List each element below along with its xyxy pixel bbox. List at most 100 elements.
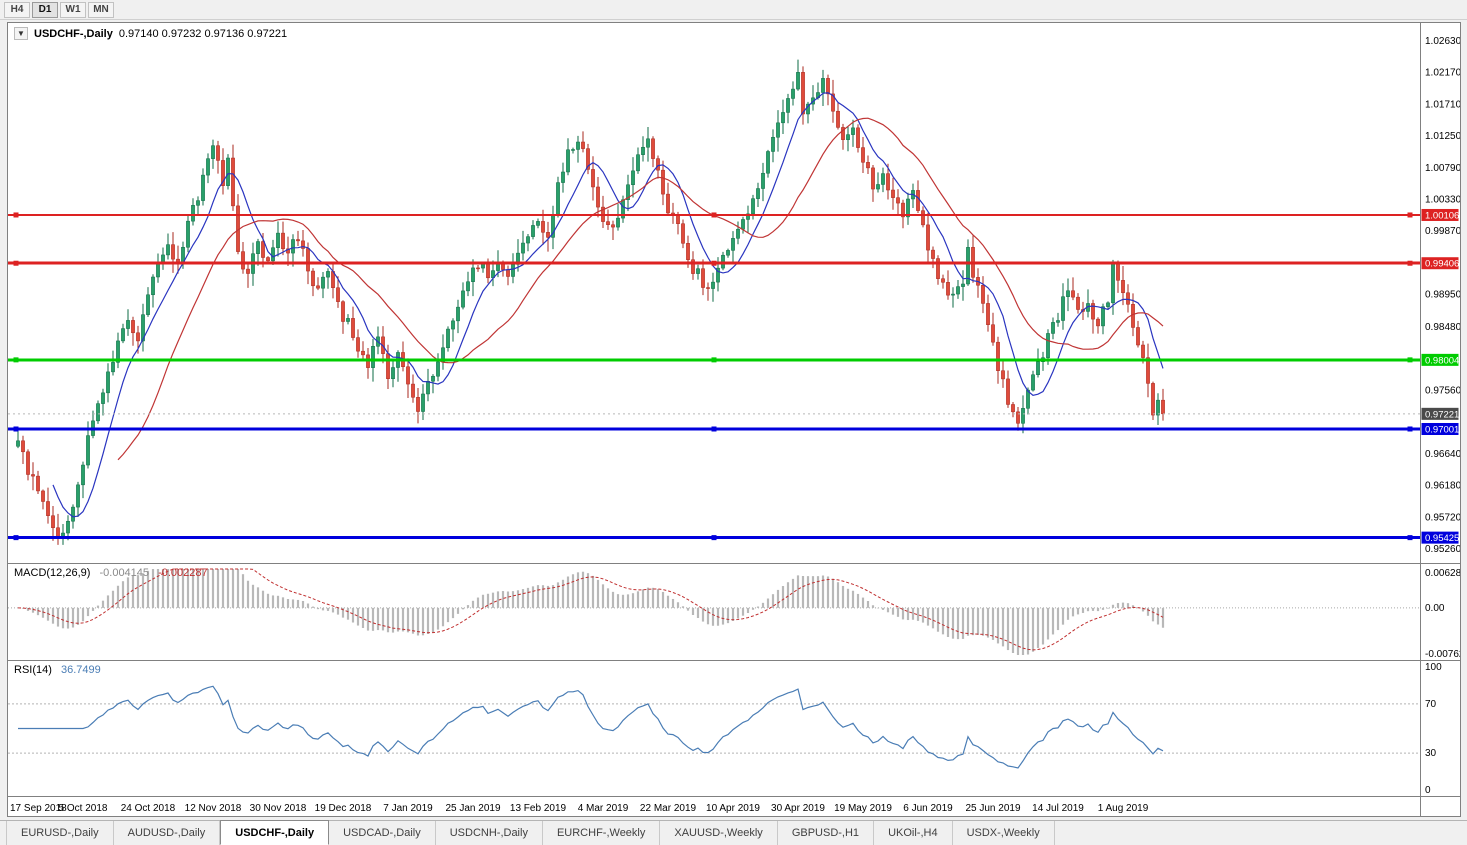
tab-eurchf-weekly[interactable]: EURCHF-,Weekly bbox=[543, 821, 661, 845]
date-label: 12 Nov 2018 bbox=[185, 803, 242, 814]
price-tick-label: 1.02170 bbox=[1425, 68, 1460, 79]
price-tick-label: 1.01250 bbox=[1425, 131, 1460, 142]
svg-text:0.99406: 0.99406 bbox=[1425, 259, 1459, 270]
hline-handle[interactable] bbox=[13, 260, 19, 266]
hline-handle[interactable] bbox=[711, 260, 717, 266]
chart-window: 1.02630 1.02170 1.01710 1.01250 1.00790 1.003… bbox=[7, 22, 1467, 817]
chart-tab-bar: EURUSD-,Daily AUDUSD-,Daily USDCHF-,Dail… bbox=[0, 820, 1467, 845]
macd-axis-bottom: -0.00762 bbox=[1425, 649, 1460, 660]
date-label: 6 Jun 2019 bbox=[903, 803, 953, 814]
hline-handle[interactable] bbox=[13, 357, 19, 363]
hline-0.95425[interactable] bbox=[8, 535, 1420, 541]
price-tick-label: 0.96180 bbox=[1425, 481, 1460, 492]
price-tick-label: 1.02630 bbox=[1425, 36, 1460, 47]
date-label: 30 Nov 2018 bbox=[250, 803, 307, 814]
date-label: 25 Jan 2019 bbox=[445, 803, 500, 814]
price-axis-flag: 0.99406 bbox=[1421, 257, 1459, 270]
rsi-axis-label: 100 bbox=[1425, 662, 1442, 673]
price-tick-label: 0.99870 bbox=[1425, 226, 1460, 237]
tab-usdx-weekly[interactable]: USDX-,Weekly bbox=[953, 821, 1055, 845]
tab-gbpusd-h1[interactable]: GBPUSD-,H1 bbox=[778, 821, 875, 845]
rsi-line bbox=[18, 685, 1164, 769]
price-tick-label: 0.95720 bbox=[1425, 512, 1460, 523]
price-tick-label: 0.98480 bbox=[1425, 322, 1460, 333]
date-label: 19 May 2019 bbox=[834, 803, 892, 814]
price-tick-label: 1.01710 bbox=[1425, 99, 1460, 110]
rsi-axis-label: 70 bbox=[1425, 699, 1437, 710]
macd-main-value: -0.004145 bbox=[99, 567, 150, 579]
hline-handle[interactable] bbox=[1407, 260, 1413, 266]
price-axis-flag: 0.97221 bbox=[1421, 407, 1459, 420]
svg-text:0.95425: 0.95425 bbox=[1425, 533, 1459, 544]
hline-1.00106[interactable] bbox=[8, 212, 1420, 218]
date-label: 14 Jul 2019 bbox=[1032, 803, 1084, 814]
date-label: 17 Sep 2018 bbox=[10, 803, 67, 814]
chart-canvas[interactable]: 1.02630 1.02170 1.01710 1.01250 1.00790 1.003… bbox=[8, 23, 1467, 817]
hline-handle[interactable] bbox=[711, 535, 717, 541]
date-label: 30 Apr 2019 bbox=[771, 803, 825, 814]
svg-text:1.00106: 1.00106 bbox=[1425, 210, 1459, 221]
timeframe-h4-button[interactable]: H4 bbox=[4, 1, 30, 18]
hline-handle[interactable] bbox=[13, 535, 19, 541]
price-tick-label: 0.95260 bbox=[1425, 544, 1460, 555]
tab-eurusd-daily[interactable]: EURUSD-,Daily bbox=[6, 821, 114, 845]
tab-xauusd-weekly[interactable]: XAUUSD-,Weekly bbox=[660, 821, 778, 845]
date-label: 19 Dec 2018 bbox=[315, 803, 372, 814]
hline-handle[interactable] bbox=[1407, 357, 1413, 363]
hline-0.98004[interactable] bbox=[8, 357, 1420, 363]
price-axis-flag: 0.95425 bbox=[1421, 531, 1459, 544]
timeframe-d1-button[interactable]: D1 bbox=[32, 1, 58, 18]
timeframe-w1-button[interactable]: W1 bbox=[60, 1, 86, 18]
macd-signal-line bbox=[17, 568, 1164, 651]
macd-axis-top: 0.006286 bbox=[1425, 568, 1460, 579]
price-axis: 1.02630 1.02170 1.01710 1.01250 1.00790 1.003… bbox=[1425, 36, 1462, 555]
hline-handle[interactable] bbox=[711, 426, 717, 432]
rsi-value: 36.7499 bbox=[60, 664, 101, 676]
tab-usdcad-daily[interactable]: USDCAD-,Daily bbox=[329, 821, 436, 845]
date-label: 22 Mar 2019 bbox=[640, 803, 697, 814]
chart-symbol-label: USDCHF-,Daily bbox=[34, 27, 113, 40]
price-tick-label: 0.96640 bbox=[1425, 449, 1460, 460]
date-label: 25 Jun 2019 bbox=[965, 803, 1020, 814]
chart-ohlc-values: 0.97140 0.97232 0.97136 0.97221 bbox=[118, 27, 288, 40]
date-label: 10 Apr 2019 bbox=[706, 803, 760, 814]
tab-usdcnh-daily[interactable]: USDCNH-,Daily bbox=[436, 821, 543, 845]
date-label: 24 Oct 2018 bbox=[121, 803, 176, 814]
tab-ukoil-h4[interactable]: UKOil-,H4 bbox=[874, 821, 953, 845]
tab-usdchf-daily[interactable]: USDCHF-,Daily bbox=[220, 820, 330, 845]
rsi-axis-label: 30 bbox=[1425, 748, 1437, 759]
price-tick-label: 0.97560 bbox=[1425, 385, 1460, 396]
hline-handle[interactable] bbox=[13, 212, 19, 218]
hline-handle[interactable] bbox=[13, 426, 19, 432]
hline-handle[interactable] bbox=[1407, 212, 1413, 218]
tab-audusd-daily[interactable]: AUDUSD-,Daily bbox=[114, 821, 221, 845]
chart-title: ▼ USDCHF-,Daily 0.97140 0.97232 0.97136 … bbox=[14, 27, 287, 40]
rsi-name: RSI(14) bbox=[14, 664, 52, 676]
hline-handle[interactable] bbox=[711, 212, 717, 218]
price-axis-flag: 0.98004 bbox=[1421, 353, 1459, 366]
svg-text:0.98004: 0.98004 bbox=[1425, 355, 1459, 366]
timeframe-toolbar: H4 D1 W1 MN bbox=[0, 0, 1467, 20]
date-label: 1 Aug 2019 bbox=[1098, 803, 1149, 814]
timeframe-mn-button[interactable]: MN bbox=[88, 1, 114, 18]
hline-handle[interactable] bbox=[711, 357, 717, 363]
price-axis-flag: 0.97001 bbox=[1421, 422, 1459, 435]
date-label: 5 Oct 2018 bbox=[59, 803, 108, 814]
date-label: 7 Jan 2019 bbox=[383, 803, 433, 814]
macd-indicator-label: MACD(12,26,9) -0.004145 -0.002287 bbox=[14, 567, 208, 579]
price-tick-label: 0.98950 bbox=[1425, 290, 1460, 301]
hline-handle[interactable] bbox=[1407, 535, 1413, 541]
date-label: 13 Feb 2019 bbox=[510, 803, 567, 814]
candles bbox=[16, 59, 1165, 545]
ma-fast-line bbox=[52, 92, 1164, 518]
hline-0.97001[interactable] bbox=[8, 426, 1420, 432]
macd-axis-zero: 0.00 bbox=[1425, 603, 1445, 614]
hline-handle[interactable] bbox=[1407, 426, 1413, 432]
macd-histogram bbox=[21, 569, 1165, 655]
collapse-chart-icon[interactable]: ▼ bbox=[14, 27, 28, 40]
rsi-indicator-label: RSI(14) 36.7499 bbox=[14, 664, 101, 676]
hline-0.99406[interactable] bbox=[8, 260, 1420, 266]
svg-text:0.97001: 0.97001 bbox=[1425, 424, 1459, 435]
